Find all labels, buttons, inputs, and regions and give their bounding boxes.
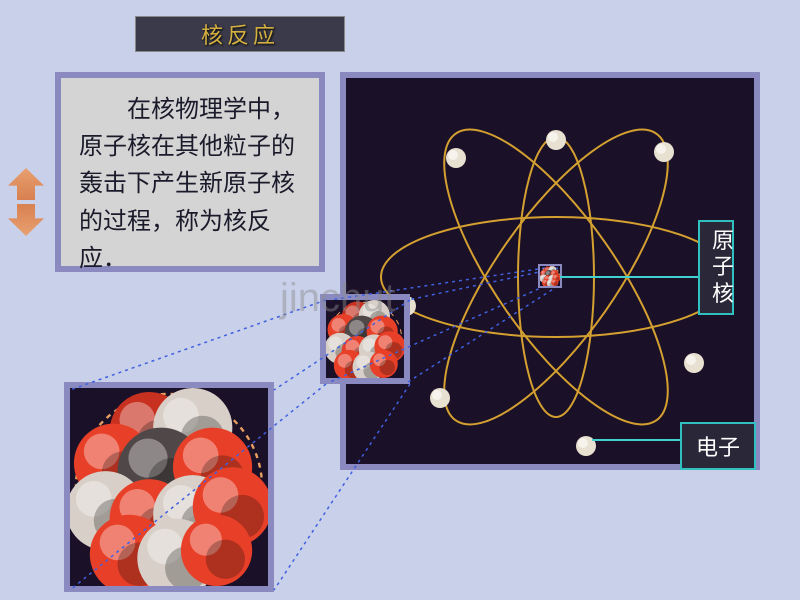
nucleus-center-marker bbox=[538, 264, 562, 288]
nucleus-tiny-svg bbox=[540, 266, 560, 286]
leader-line-electron bbox=[592, 439, 684, 441]
label-nucleus-text: 原子核 bbox=[712, 228, 734, 306]
label-nucleus: 原子核 bbox=[698, 220, 734, 315]
title-text: 核反应 bbox=[201, 18, 279, 50]
arrow-up-icon[interactable] bbox=[8, 168, 44, 200]
nucleus-large-box bbox=[64, 382, 274, 592]
nucleus-medium-box bbox=[320, 294, 410, 384]
nav-arrows bbox=[8, 168, 44, 236]
description-text: 在核物理学中，原子核在其他粒子的轰击下产生新原子核的过程，称为核反应． bbox=[79, 97, 295, 272]
label-electron: 电子 bbox=[680, 422, 756, 470]
nucleus-medium-svg bbox=[326, 300, 404, 378]
label-electron-text: 电子 bbox=[696, 435, 740, 460]
leader-line-nucleus bbox=[560, 276, 700, 278]
arrow-down-icon[interactable] bbox=[8, 204, 44, 236]
description-box: 在核物理学中，原子核在其他粒子的轰击下产生新原子核的过程，称为核反应． bbox=[55, 72, 325, 272]
title-banner: 核反应 bbox=[135, 16, 345, 52]
nucleus-large-svg bbox=[70, 388, 268, 586]
